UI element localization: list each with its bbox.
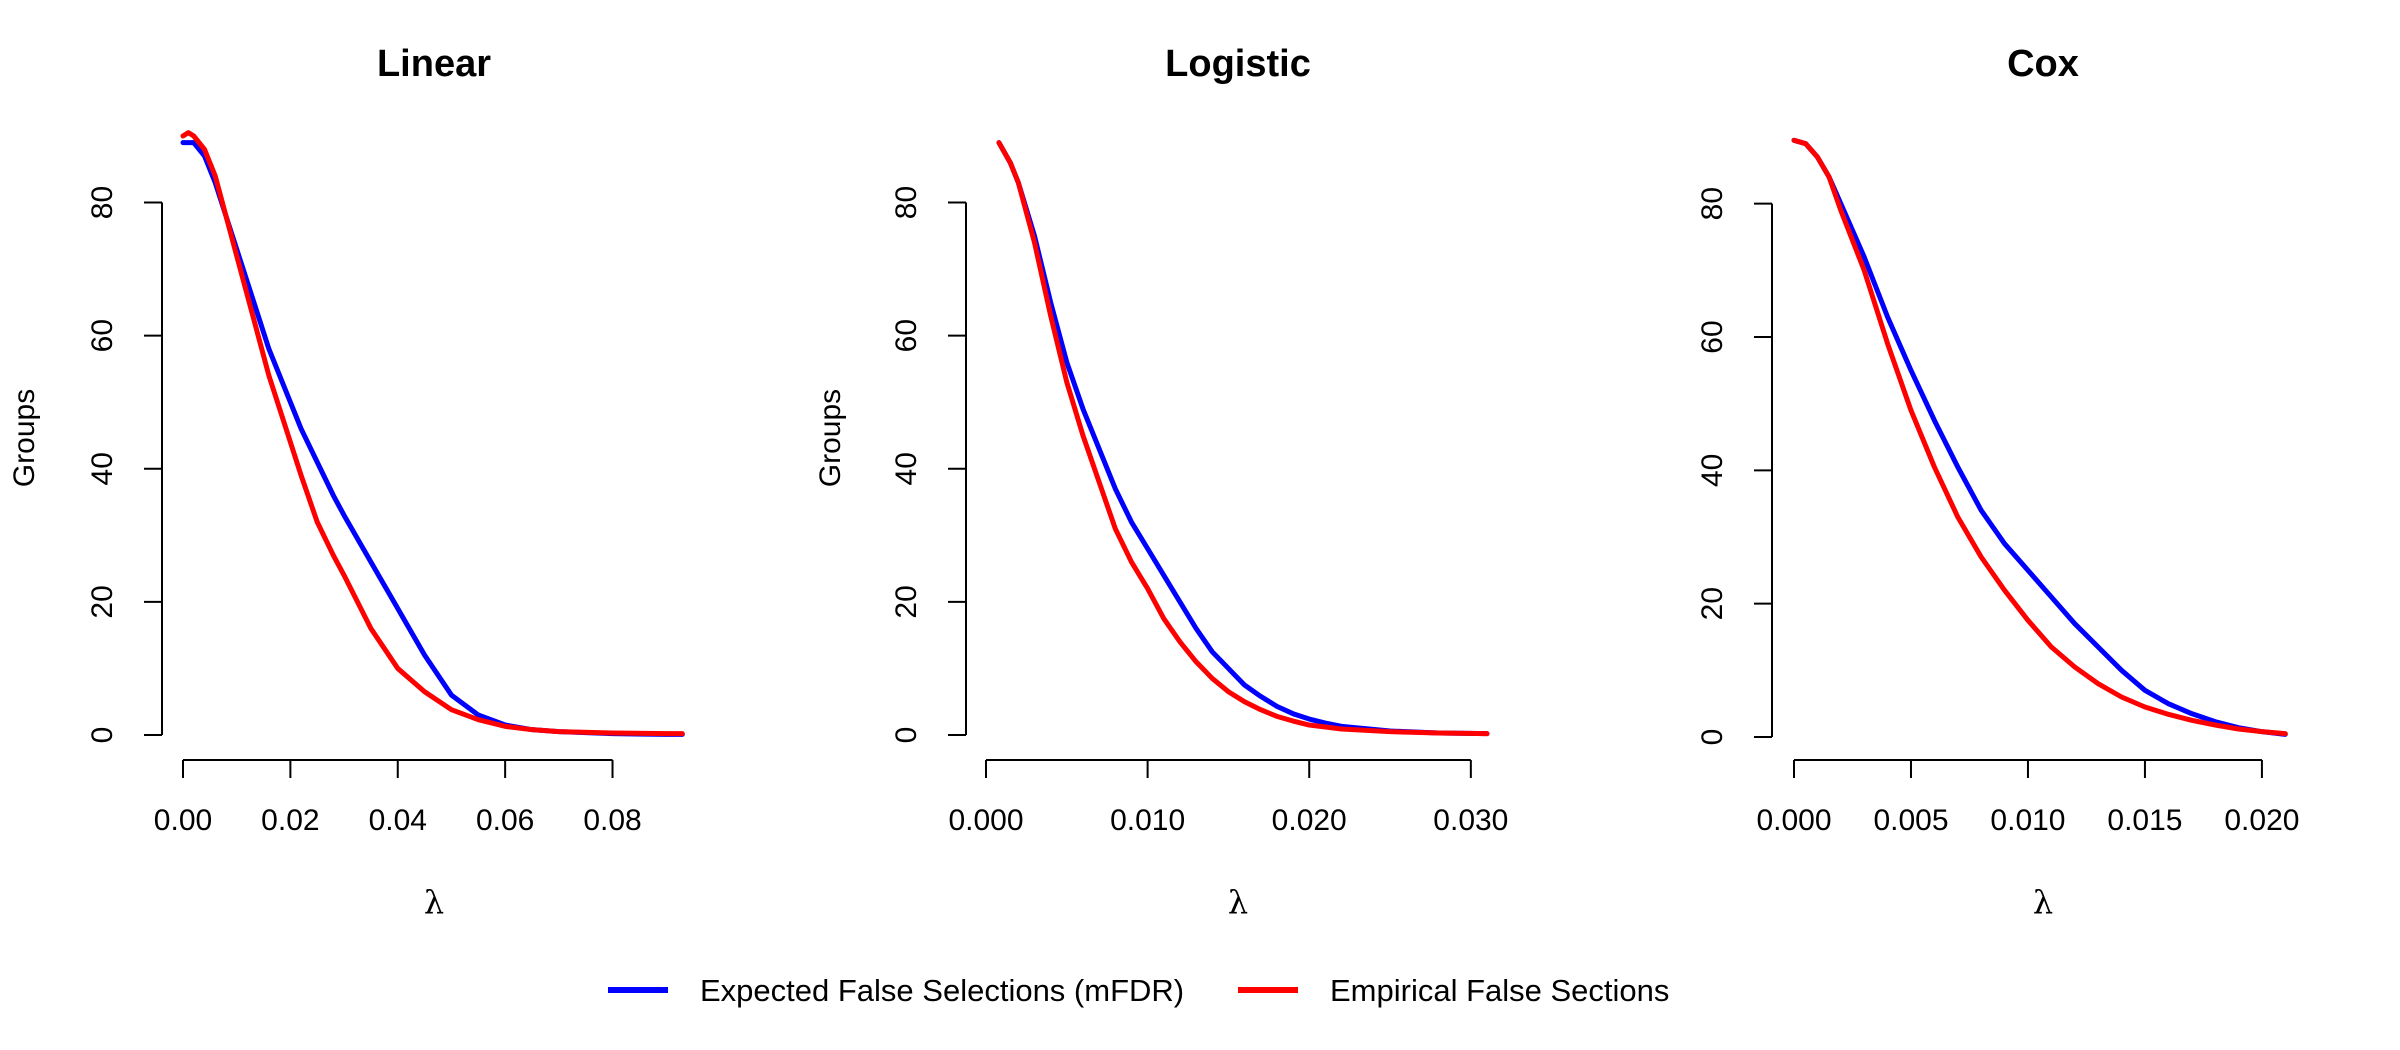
x-tick-label: 0.00 xyxy=(154,804,212,837)
series-line-empirical xyxy=(180,130,685,737)
y-tick-label: 20 xyxy=(1696,587,1729,620)
x-axis-label: λ xyxy=(2033,883,2053,921)
panel-title: Cox xyxy=(2007,43,2079,85)
y-tick-label: 60 xyxy=(890,319,923,352)
y-tick-label: 60 xyxy=(86,319,119,352)
series-line-empirical xyxy=(1791,137,2288,737)
panel-cox: Cox 0.000 0.005 0.010 0.015 0.020 0 20 40 60 80 λ xyxy=(1696,43,2299,921)
y-tick-label: 0 xyxy=(890,727,923,744)
x-tick-label: 0.010 xyxy=(1110,804,1185,837)
panel-title: Logistic xyxy=(1165,43,1311,85)
y-tick-label: 0 xyxy=(86,727,119,744)
x-tick-label: 0.020 xyxy=(1272,804,1347,837)
y-tick-label: 20 xyxy=(890,585,923,618)
y-axis-label: Groups xyxy=(814,389,847,487)
legend-label: Empirical False Sections xyxy=(1330,973,1669,1008)
y-tick-label: 20 xyxy=(86,585,119,618)
x-axis-label: λ xyxy=(424,883,444,921)
y-tick-label: 40 xyxy=(1696,454,1729,487)
y-tick-label: 80 xyxy=(86,186,119,219)
x-tick-label: 0.08 xyxy=(583,804,641,837)
y-tick-label: 80 xyxy=(1696,187,1729,220)
x-tick-label: 0.000 xyxy=(1756,804,1831,837)
panel-logistic: Logistic 0.000 0.010 0.020 0.030 0 20 40 60 80 Gro… xyxy=(814,43,1508,921)
series-line-expected xyxy=(996,140,1490,737)
legend-label: Expected False Selections (mFDR) xyxy=(700,973,1184,1008)
x-tick-label: 0.02 xyxy=(261,804,319,837)
x-axis-label: λ xyxy=(1228,883,1248,921)
legend: Expected False Selections (mFDR) Empirica… xyxy=(608,973,1669,1008)
panel-linear: Linear 0.00 0.02 0.04 0.06 0.08 0 20 40 60 80 Group… xyxy=(8,43,685,921)
series-line-empirical xyxy=(996,140,1490,737)
x-tick-label: 0.000 xyxy=(948,804,1023,837)
y-tick-label: 0 xyxy=(1696,729,1729,746)
x-tick-label: 0.06 xyxy=(476,804,534,837)
x-tick-label: 0.015 xyxy=(2107,804,2182,837)
panel-title: Linear xyxy=(377,43,491,85)
y-tick-label: 80 xyxy=(890,186,923,219)
series-line-expected xyxy=(1791,137,2288,737)
x-tick-label: 0.04 xyxy=(369,804,427,837)
y-tick-label: 40 xyxy=(890,452,923,485)
series-line-expected xyxy=(180,140,685,737)
x-tick-label: 0.020 xyxy=(2224,804,2299,837)
x-tick-label: 0.030 xyxy=(1433,804,1508,837)
y-tick-label: 40 xyxy=(86,452,119,485)
y-tick-label: 60 xyxy=(1696,320,1729,353)
x-tick-label: 0.005 xyxy=(1873,804,1948,837)
y-axis-label: Groups xyxy=(8,389,41,487)
x-tick-label: 0.010 xyxy=(1990,804,2065,837)
